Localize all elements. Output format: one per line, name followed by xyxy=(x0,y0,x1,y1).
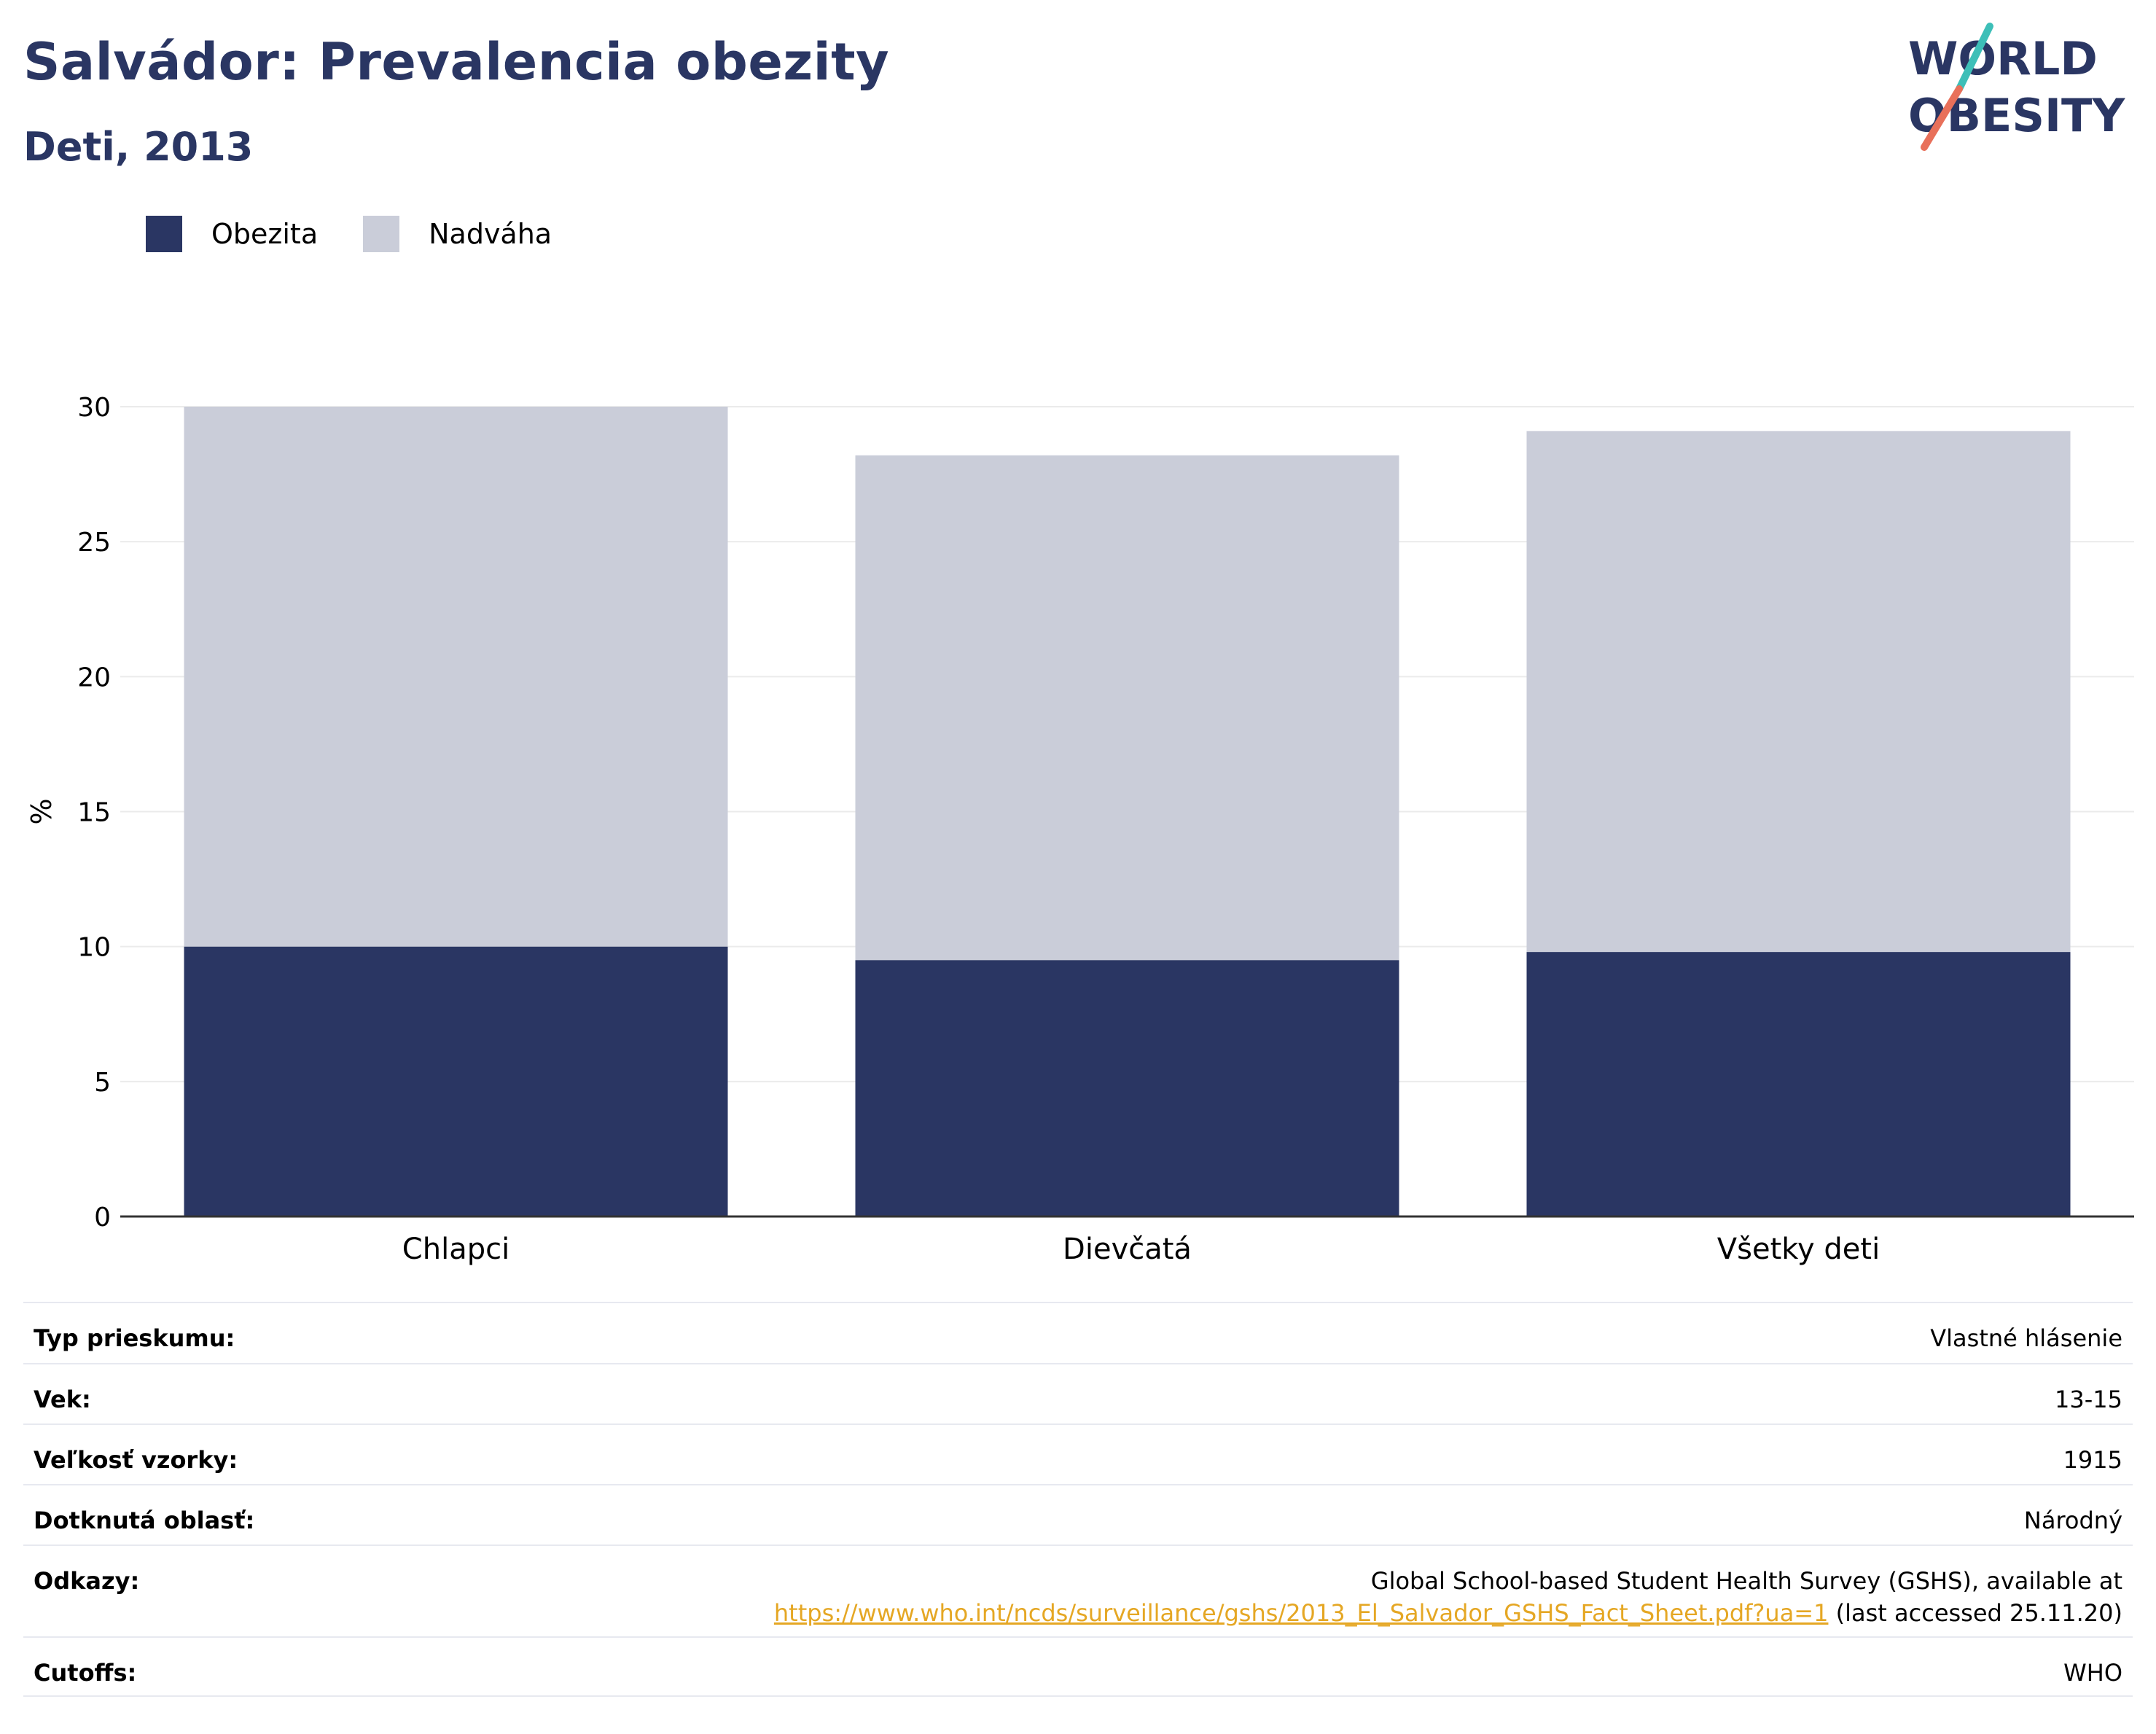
y-tick-label: 30 xyxy=(77,393,111,423)
info-value: 13-15 xyxy=(2055,1386,2122,1413)
legend-item-obezita[interactable]: Obezita xyxy=(146,216,318,252)
info-key: Veľkosť vzorky: xyxy=(34,1446,238,1474)
info-row-cutoffs: Cutoffs: WHO xyxy=(23,1636,2133,1697)
y-tick-label: 5 xyxy=(94,1068,111,1098)
info-row-area: Dotknutá oblasť: Národný xyxy=(23,1484,2133,1544)
x-tick-label: Všetky deti xyxy=(1717,1233,1880,1266)
logo-line1: WORLD xyxy=(1908,32,2098,85)
bar-obezita xyxy=(1526,952,2071,1216)
logo-slash-teal xyxy=(1956,23,1993,93)
info-key: Vek: xyxy=(34,1386,91,1413)
stacked-bar-chart: 0 5 10 15 20 25 30% Chlapci Dievčatá Všetky deti xyxy=(26,393,2134,1266)
info-key: Odkazy: xyxy=(34,1567,140,1595)
info-value-references: Global School-based Student Health Surve… xyxy=(774,1565,2122,1629)
info-key: Dotknutá oblasť: xyxy=(34,1507,255,1534)
info-key: Cutoffs: xyxy=(34,1659,137,1687)
bar-nadvaha xyxy=(855,455,1399,961)
y-tick-label: 20 xyxy=(77,663,111,692)
bar-obezita xyxy=(855,960,1399,1216)
y-axis-label: % xyxy=(26,798,58,824)
reference-text: Global School-based Student Health Surve… xyxy=(1370,1567,2122,1595)
info-value: WHO xyxy=(2063,1659,2122,1687)
y-tick-label: 0 xyxy=(94,1203,111,1233)
x-tick-label: Dievčatá xyxy=(1063,1233,1192,1266)
info-row-age: Vek: 13-15 xyxy=(23,1363,2133,1423)
reference-link[interactable]: https://www.who.int/ncds/surveillance/gs… xyxy=(773,1599,1829,1627)
logo-slash-coral xyxy=(1921,85,1963,151)
info-row-references: Odkazy: Global School-based Student Heal… xyxy=(23,1544,2133,1636)
page-title: Salvádor: Prevalencia obezity xyxy=(23,32,890,92)
chart-legend: Obezita Nadváha xyxy=(146,216,597,252)
info-row-survey-type: Typ prieskumu: Vlastné hlásenie xyxy=(23,1302,2133,1363)
x-tick-label: Chlapci xyxy=(402,1233,509,1266)
bar-obezita xyxy=(184,946,728,1216)
info-row-sample-size: Veľkosť vzorky: 1915 xyxy=(23,1423,2133,1484)
y-tick-label: 15 xyxy=(77,798,111,828)
info-value: Vlastné hlásenie xyxy=(1930,1324,2122,1352)
survey-info-table: Typ prieskumu: Vlastné hlásenie Vek: 13-… xyxy=(23,1302,2133,1697)
legend-item-nadvaha[interactable]: Nadváha xyxy=(363,216,552,252)
info-value: Národný xyxy=(2023,1507,2122,1534)
page-subtitle: Deti, 2013 xyxy=(23,124,254,170)
y-tick-label: 10 xyxy=(77,933,111,963)
legend-swatch-obezita xyxy=(146,216,182,252)
info-key: Typ prieskumu: xyxy=(34,1324,235,1352)
bar-nadvaha xyxy=(184,407,728,947)
world-obesity-logo: WORLD OBESITY xyxy=(1908,23,2125,151)
bar-nadvaha xyxy=(1526,431,2071,953)
legend-swatch-nadvaha xyxy=(363,216,400,252)
legend-label-obezita: Obezita xyxy=(211,218,319,250)
reference-accessed: (last accessed 25.11.20) xyxy=(1828,1599,2122,1627)
legend-label-nadvaha: Nadváha xyxy=(429,218,552,250)
info-value: 1915 xyxy=(2063,1446,2122,1474)
y-tick-label: 25 xyxy=(77,528,111,558)
